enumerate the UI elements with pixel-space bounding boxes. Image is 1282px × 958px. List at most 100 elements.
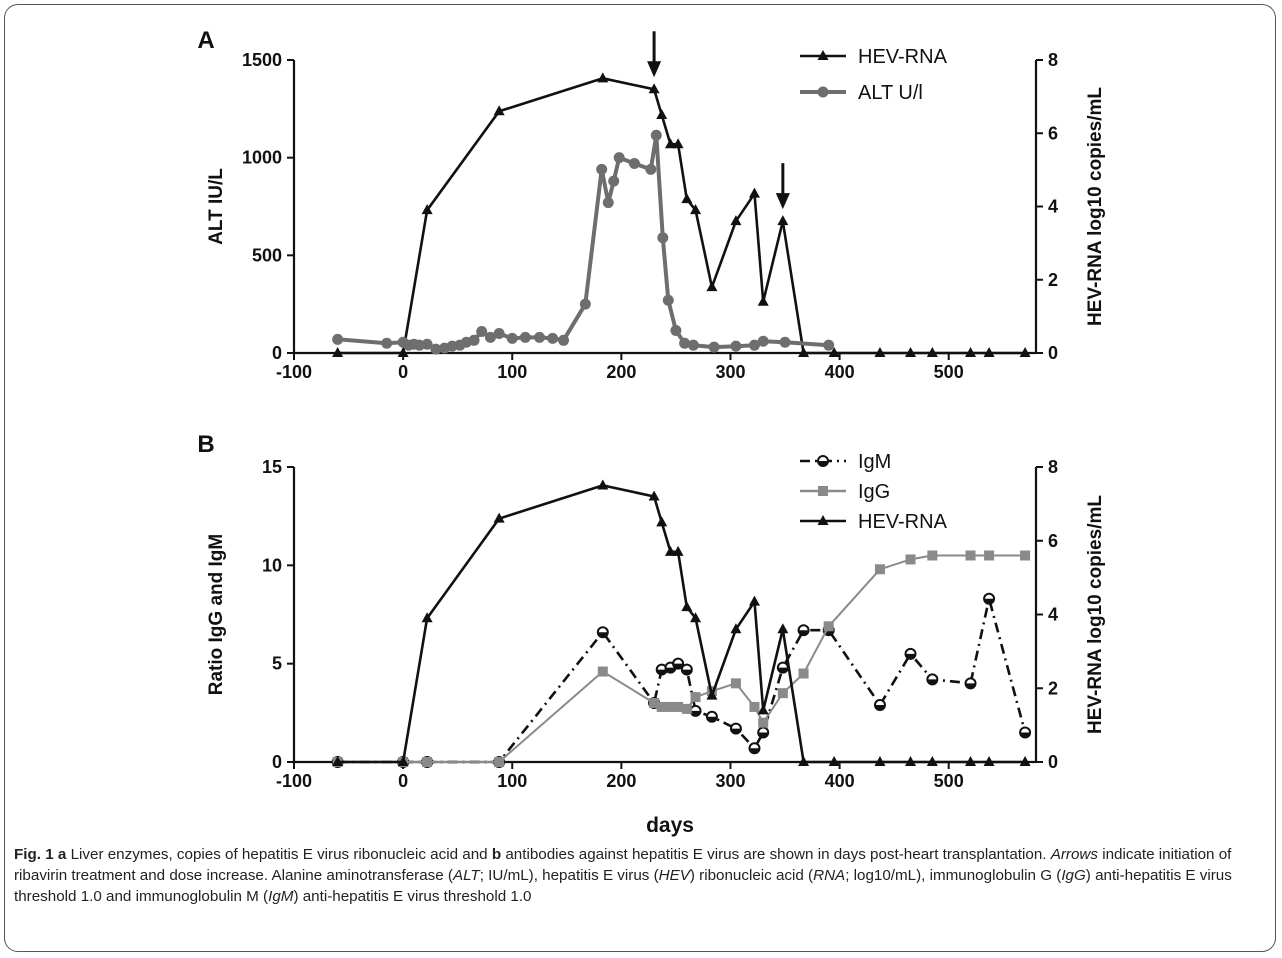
- panel-b-y-tick-label: 10: [262, 555, 282, 575]
- panel-b-y-tick-label: 0: [272, 752, 282, 772]
- panel-a-series-hev-rna-point: [648, 83, 660, 94]
- panel-a-series-hev-rna-point: [926, 347, 938, 357]
- panel-b-y-tick-label: 5: [272, 654, 282, 674]
- panel-b-series-igg-point: [422, 757, 433, 767]
- panel-b-series-hev-rna-point: [926, 756, 938, 766]
- panel-b-series-igm-point-fill: [656, 669, 667, 675]
- panel-a-legend-marker: [817, 86, 829, 98]
- panel-a-legend-label: HEV-RNA: [858, 46, 948, 68]
- panel-a-arrow-head: [775, 193, 790, 210]
- panel-b-series-igm-point-fill: [749, 748, 760, 754]
- panel-b-legend-entry-0: IgM: [800, 451, 891, 473]
- panel-b-x-tick-label: 500: [934, 771, 964, 791]
- panel-b-series-igm-point-fill: [730, 728, 741, 734]
- panel-b-y2-tick-label: 2: [1048, 678, 1058, 698]
- panel-a-series-alt-u-l: [332, 129, 835, 355]
- panel-a-series-alt-u-l-point: [506, 332, 518, 344]
- panel-a-series-hev-rna-point: [798, 347, 810, 357]
- panel-a-series-alt-u-l-point: [748, 339, 760, 351]
- panel-b-x-tick-label: 100: [497, 771, 527, 791]
- panel-a-series-alt-u-l-point: [579, 298, 591, 310]
- panel-a-y-tick-label: 500: [252, 245, 282, 265]
- panel-b-series-igm-point-fill: [673, 663, 684, 669]
- panel-a-arrow-2: [775, 163, 790, 210]
- panel-a-series-alt-u-l-point: [596, 163, 608, 175]
- panel-b-series-hev-rna-point: [664, 545, 676, 556]
- panel-b-series-hev-rna: [332, 479, 1031, 766]
- panel-a-y2-tick-label: 0: [1048, 343, 1058, 363]
- caption-text-4: ; IU/mL), hepatitis E virus (: [479, 867, 659, 884]
- panel-a-x-tick-label: -100: [276, 362, 312, 382]
- caption-text-5: ) ribonucleic acid (: [689, 867, 814, 884]
- panel-b-series-igm-point-fill: [777, 667, 788, 673]
- panel-a-y-tick-label: 1500: [242, 50, 282, 70]
- panel-b-series-hev-rna-point: [748, 595, 760, 606]
- panel-a-x-tick-label: 400: [825, 362, 855, 382]
- panel-a-y-tick-label: 0: [272, 343, 282, 363]
- panel-a-series-hev-rna-point: [874, 347, 886, 357]
- panel-b-legend-entry-2: HEV-RNA: [800, 511, 948, 533]
- panel-b-series-hev-rna-point: [874, 756, 886, 766]
- panel-b-series-igm-point-fill: [965, 683, 976, 689]
- panel-b-series-igm-point-fill: [690, 710, 701, 716]
- panel-a-series-alt-u-l-point: [670, 325, 682, 337]
- caption-arrows-word: Arrows: [1050, 846, 1098, 863]
- panel-b-series-hev-rna-point: [965, 756, 977, 766]
- panel-a-series-alt-u-l-point: [823, 339, 835, 351]
- panel-a-series-hev-rna-point: [757, 295, 769, 306]
- panel-a-series-hev-rna-point: [777, 215, 789, 226]
- panel-b-series-igg-point: [984, 550, 995, 561]
- panel-a-series-alt-u-l-point: [476, 326, 488, 338]
- caption-b-label: b: [491, 846, 502, 863]
- panel-a-label: A: [197, 27, 214, 54]
- panel-a-x-tick-label: 500: [934, 362, 964, 382]
- panel-a-series-hev-rna-point: [706, 281, 718, 292]
- panel-b-series-igg-point: [777, 688, 788, 699]
- panel-b-series-igm-point-fill: [681, 669, 692, 675]
- panel-b-series-hev-rna-point: [681, 601, 693, 612]
- panel-a-legend-entry-1: ALT U/l: [800, 82, 923, 104]
- caption-text-7: ) anti-hepatitis E virus threshold 1.0 a…: [14, 867, 1232, 905]
- panel-b-series-hev-rna-point: [905, 756, 917, 766]
- panel-a-series-alt-u-l-point: [332, 333, 344, 345]
- panel-a-y2-tick-label: 2: [1048, 270, 1058, 290]
- panel-a-series-alt-u-l-point: [662, 294, 674, 306]
- panel-b-y2-axis-label: HEV-RNA log10 copies/mL: [1085, 495, 1106, 734]
- panel-a-series-alt-u-l-point: [381, 337, 393, 349]
- panel-a-series-hev-rna: [332, 72, 1031, 357]
- panel-b-series-hev-rna-point: [648, 490, 660, 501]
- panel-a-series-alt-u-l-point: [468, 334, 480, 346]
- panel-a-legend-label: ALT U/l: [858, 82, 923, 104]
- caption-hev: HEV: [658, 867, 690, 884]
- panel-a-x-tick-label: 200: [606, 362, 636, 382]
- panel-a-series-alt-u-l-point: [779, 336, 791, 348]
- panel-b-series-hev-rna-point: [777, 623, 789, 634]
- panel-a-legend-entry-0: HEV-RNA: [800, 46, 948, 68]
- panel-b-series-igg-point: [665, 701, 676, 712]
- panel-a-series-hev-rna-point: [730, 215, 742, 226]
- panel-a-series-alt-u-l-point: [679, 337, 691, 349]
- panel-b-series-igg-point: [1020, 550, 1031, 561]
- panel-b-series-igg-point: [730, 678, 741, 689]
- panel-b-series-igg-point: [965, 550, 976, 561]
- panel-a-series-alt-u-l-point: [558, 334, 570, 346]
- panel-b-series-hev-rna-point: [798, 756, 810, 766]
- panel-b-series-hev-rna-point: [493, 512, 505, 523]
- panel-b-series-igg-point: [597, 666, 608, 677]
- caption-alt: ALT: [452, 867, 480, 884]
- panel-b-series-igg-point: [823, 621, 834, 632]
- panel-b-series-igm-point-fill: [665, 667, 676, 673]
- panel-b-series-igg-point: [798, 668, 809, 679]
- panel-a-series-hev-rna-point: [493, 105, 505, 116]
- panel-a-series-alt-u-l-point: [628, 158, 640, 170]
- panel-b-legend-marker: [818, 486, 828, 496]
- panel-a-x-tick-label: 0: [398, 362, 408, 382]
- panel-a-series-alt-u-l-point: [608, 175, 620, 187]
- caption-text-1: Liver enzymes, copies of hepatitis E vir…: [66, 846, 492, 863]
- figure-chart: -100 0 100 200 300 400 50005001000150002468ALT…: [197, 27, 1106, 837]
- panel-b-series-hev-rna-point: [983, 756, 995, 766]
- panel-b-series-igm-point-fill: [597, 632, 608, 638]
- panel-b-series-hev-rna-point: [757, 704, 769, 715]
- figure-frame: [4, 4, 1276, 952]
- panel-a-series-alt-u-l-point: [534, 331, 546, 343]
